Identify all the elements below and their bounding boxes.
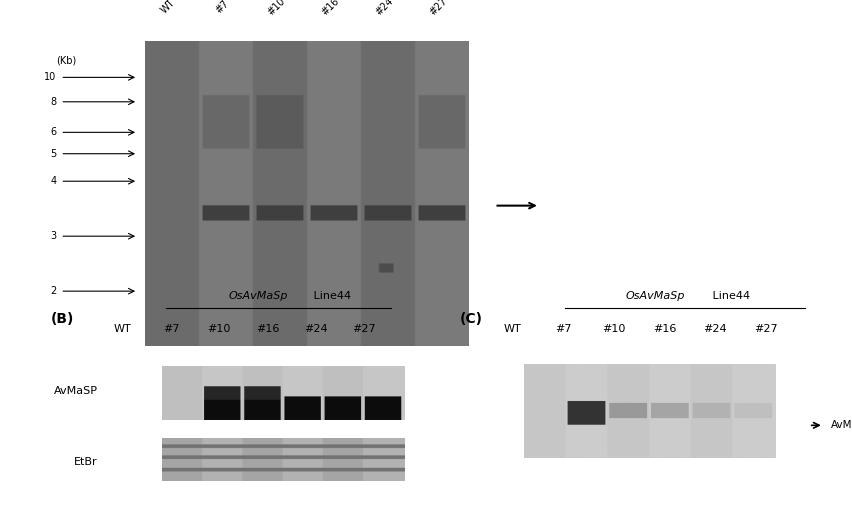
Text: WT: WT: [114, 324, 131, 334]
Text: 3: 3: [50, 231, 56, 241]
Text: OsAvMaSp: OsAvMaSp: [625, 291, 685, 301]
Text: EtBr: EtBr: [74, 458, 98, 467]
Text: (C): (C): [460, 312, 483, 326]
Text: 5: 5: [50, 149, 56, 159]
Text: AvMaSp-R: AvMaSp-R: [832, 420, 852, 430]
Text: WT: WT: [159, 0, 177, 16]
Text: 10: 10: [44, 72, 56, 82]
Text: #27: #27: [427, 0, 449, 17]
Text: #7: #7: [555, 324, 572, 334]
Text: #7: #7: [163, 324, 179, 334]
Text: (Kb): (Kb): [56, 56, 77, 66]
Text: (B): (B): [51, 312, 74, 326]
Text: #16: #16: [653, 324, 676, 334]
Text: 4: 4: [50, 176, 56, 186]
Text: #10: #10: [602, 324, 625, 334]
Text: OsAvMaSp: OsAvMaSp: [229, 291, 289, 301]
Text: #24: #24: [373, 0, 395, 17]
Text: 6: 6: [50, 127, 56, 137]
Text: Line44: Line44: [710, 291, 751, 301]
Text: AvMaSP: AvMaSP: [54, 386, 98, 396]
Text: #27: #27: [754, 324, 777, 334]
Text: #10: #10: [208, 324, 231, 334]
Text: #7: #7: [214, 0, 231, 15]
Text: 2: 2: [50, 286, 56, 296]
Text: #24: #24: [703, 324, 727, 334]
Text: #16: #16: [256, 324, 279, 334]
Text: #10: #10: [266, 0, 287, 17]
Text: #16: #16: [320, 0, 341, 17]
Text: Line44: Line44: [309, 291, 351, 301]
Text: #27: #27: [353, 324, 376, 334]
Text: #24: #24: [304, 324, 328, 334]
Text: 8: 8: [50, 97, 56, 107]
Text: WT: WT: [504, 324, 521, 334]
